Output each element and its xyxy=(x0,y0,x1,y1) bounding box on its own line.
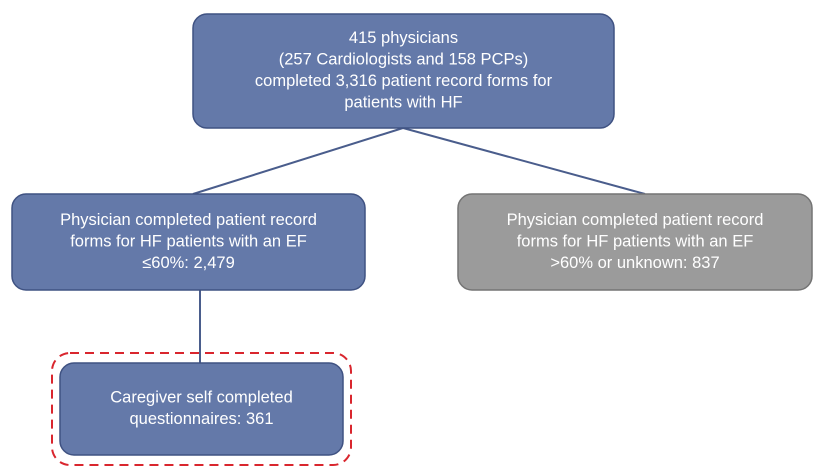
node-box xyxy=(59,362,344,456)
node-text: (257 Cardiologists and 158 PCPs) xyxy=(279,51,528,69)
node-box xyxy=(192,13,615,129)
node-text: ≤60%: 2,479 xyxy=(142,254,235,272)
node-text: 415 physicians xyxy=(349,29,458,47)
node-text: >60% or unknown: 837 xyxy=(550,254,719,272)
node-text: completed 3,316 patient record forms for xyxy=(255,72,553,90)
node-box xyxy=(457,193,813,291)
node-box xyxy=(11,193,366,291)
node-text: Caregiver self completed xyxy=(110,389,293,407)
node-text: questionnaires: 361 xyxy=(129,410,273,428)
node-text: patients with HF xyxy=(344,94,462,112)
connector xyxy=(402,127,646,195)
node-text: forms for HF patients with an EF xyxy=(70,232,307,250)
boxes: 415 physicians (257 Cardiologists and 158… xyxy=(11,13,813,456)
highlight-box xyxy=(51,352,352,466)
connector xyxy=(192,127,404,195)
node-text: forms for HF patients with an EF xyxy=(517,232,754,250)
node-text: Physician completed patient record xyxy=(507,211,764,229)
node-text: Physician completed patient record xyxy=(60,211,317,229)
